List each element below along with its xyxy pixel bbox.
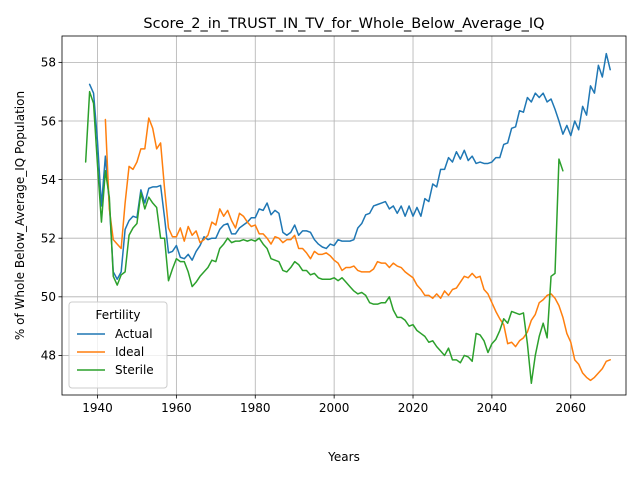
x-axis-title: Years <box>327 450 360 464</box>
y-tick-label: 52 <box>41 232 56 246</box>
legend-title: Fertility <box>95 308 140 322</box>
legend-box <box>68 301 168 389</box>
x-tick-label: 2020 <box>398 401 429 415</box>
y-axis-title: % of Whole Below_Average_IQ Population <box>13 91 27 340</box>
y-tick-label: 54 <box>41 173 56 187</box>
plot-frame <box>61 35 627 396</box>
legend-items: Actual Ideal Sterile <box>77 327 154 377</box>
y-tick-label: 50 <box>41 290 56 304</box>
y-tick-label: 48 <box>41 349 56 363</box>
legend-label-actual: Actual <box>115 327 153 341</box>
chart-title: Score_2_in_TRUST_IN_TV_for_Whole_Below_A… <box>143 16 544 32</box>
y-tick-label: 58 <box>41 56 56 70</box>
legend-label-ideal: Ideal <box>115 345 144 359</box>
x-tick-label: 2000 <box>319 401 350 415</box>
x-tick-label: 2040 <box>477 401 508 415</box>
x-tick-label: 1940 <box>82 401 113 415</box>
legend: Fertility Actual Ideal Sterile <box>68 301 168 389</box>
y-tick-label: 56 <box>41 114 56 128</box>
series-lines <box>84 52 611 385</box>
x-tick-label: 1980 <box>240 401 271 415</box>
series-line-sterile <box>84 90 564 385</box>
legend-label-sterile: Sterile <box>115 363 154 377</box>
y-axis-ticks: 48 50 52 54 56 58 <box>41 56 62 363</box>
x-tick-label: 1960 <box>161 401 192 415</box>
series-line-actual <box>88 52 611 280</box>
x-tick-label: 2060 <box>556 401 587 415</box>
x-axis-ticks: 1940 1960 1980 2000 2020 2040 2060 <box>82 395 586 415</box>
